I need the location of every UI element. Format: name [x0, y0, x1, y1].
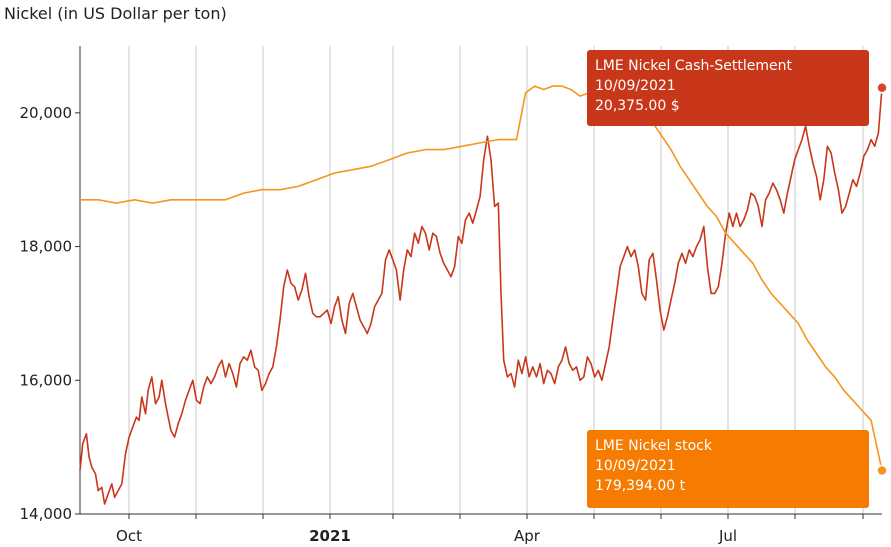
- callout-stock-date: 10/09/2021: [595, 458, 676, 474]
- callout-stock-name: LME Nickel stock: [595, 438, 712, 454]
- axes: 14,000 16,000 18,000 20,000 Oct 2021 Apr Jul: [20, 46, 882, 545]
- series-line-cash-settlement: [79, 87, 883, 505]
- callout-stock-value: 179,394.00 t: [595, 478, 686, 494]
- y-tick-label: 16,000: [20, 371, 73, 389]
- callout-price-name: LME Nickel Cash-Settlement: [595, 58, 792, 74]
- x-tick-label: Jul: [718, 527, 737, 545]
- y-tick-label: 14,000: [20, 505, 73, 523]
- y-tick-label: 20,000: [20, 104, 73, 122]
- chart-title: Nickel (in US Dollar per ton): [4, 4, 227, 23]
- callout-stock: LME Nickel stock 10/09/2021 179,394.00 t: [587, 430, 869, 508]
- series-end-marker-cash-settlement: [876, 82, 888, 94]
- callout-price: LME Nickel Cash-Settlement 10/09/2021 20…: [587, 50, 869, 126]
- y-tick-label: 18,000: [20, 238, 73, 256]
- x-tick-label: Oct: [116, 527, 142, 545]
- x-tick-label: Apr: [514, 527, 541, 545]
- callout-price-value: 20,375.00 $: [595, 98, 680, 114]
- series-end-marker-stock: [876, 464, 888, 477]
- callout-price-date: 10/09/2021: [595, 78, 676, 94]
- series-line-stock: [80, 75, 883, 471]
- x-tick-label: 2021: [309, 527, 351, 545]
- series-markers: [876, 82, 888, 477]
